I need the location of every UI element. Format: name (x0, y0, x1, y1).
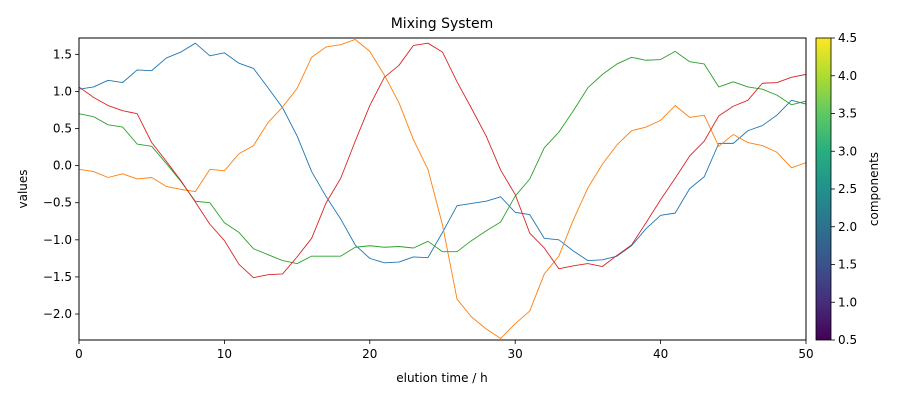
series-line-2 (79, 39, 806, 339)
x-tick-label: 10 (217, 347, 232, 361)
x-tick-label: 0 (75, 347, 83, 361)
y-tick-label: −1.5 (43, 270, 72, 284)
x-tick-label: 30 (508, 347, 523, 361)
x-tick-label: 20 (362, 347, 377, 361)
colorbar-tick-label: 1.0 (838, 295, 857, 309)
y-tick-label: −1.0 (43, 233, 72, 247)
x-tick-label: 50 (798, 347, 813, 361)
colorbar-tick-label: 3.5 (838, 107, 857, 121)
colorbar-tick-label: 0.5 (838, 333, 857, 347)
series-line-4 (79, 42, 806, 279)
colorbar-axis: 0.5 1.0 1.5 2.0 2.5 3.0 3.5 4.0 4.5 (831, 31, 857, 347)
series-line-1 (79, 42, 806, 264)
colorbar-label: components (867, 152, 881, 226)
series-layer (79, 39, 806, 339)
series-line-3 (79, 50, 806, 265)
colorbar (815, 37, 832, 341)
y-axis-label: values (16, 169, 30, 208)
colorbar-tick-label: 4.5 (838, 31, 857, 45)
colorbar-tick-label: 1.5 (838, 258, 857, 272)
colorbar-tick-label: 2.0 (838, 220, 857, 234)
x-axis: 0 10 20 30 40 50 (75, 340, 814, 361)
chart-title: Mixing System (391, 16, 494, 32)
colorbar-tick-label: 2.5 (838, 182, 857, 196)
x-axis-label: elution time / h (396, 371, 488, 385)
y-tick-label: −0.5 (43, 196, 72, 210)
x-tick-label: 40 (653, 347, 668, 361)
y-tick-label: 0.5 (53, 122, 72, 136)
y-tick-label: 1.5 (53, 47, 72, 61)
y-axis: −2.0 −1.5 −1.0 −0.5 0.0 0.5 1.0 1.5 (43, 47, 79, 321)
y-tick-label: 0.0 (53, 159, 72, 173)
y-tick-label: 1.0 (53, 84, 72, 98)
colorbar-tick-label: 3.0 (838, 144, 857, 158)
colorbar-tick-label: 4.0 (838, 69, 857, 83)
plot-frame (78, 37, 807, 341)
y-tick-label: −2.0 (43, 307, 72, 321)
